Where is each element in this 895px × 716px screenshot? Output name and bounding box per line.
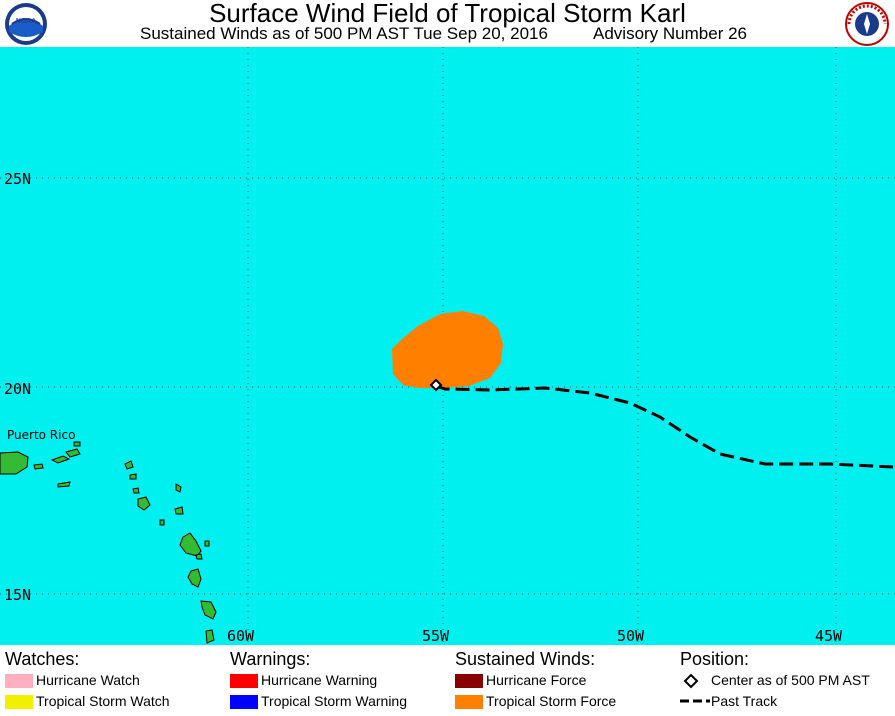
noaa-logo: NOAA [5, 3, 47, 45]
island [73, 441, 81, 447]
advisory-number: Advisory Number 26 [593, 24, 748, 43]
puerto-rico-landmass [0, 451, 29, 475]
tropical-storm-force-wind-field [392, 311, 503, 388]
graticule [0, 47, 895, 645]
dashed-line-icon [680, 699, 710, 703]
island [187, 568, 202, 588]
lat-label-15n: 15N [4, 586, 31, 604]
tropical-storm-watch-label: Tropical Storm Watch [36, 693, 170, 709]
svg-text:NOAA: NOAA [16, 17, 37, 25]
past-track [435, 384, 894, 469]
past-track-label: Past Track [711, 693, 778, 709]
puerto-rico-label: Puerto Rico [7, 428, 75, 442]
tropical-storm-watch-swatch [5, 695, 33, 709]
caribbean-islands [0, 441, 217, 644]
island [195, 553, 203, 560]
header: NOAA Surface Wind Field of Tropical Stor… [0, 0, 895, 47]
diamond-icon [683, 673, 699, 689]
tropical-storm-warning-swatch [230, 695, 258, 709]
lat-label-20n: 20N [4, 380, 31, 398]
island [65, 448, 81, 458]
legend-warnings-title: Warnings: [230, 649, 311, 669]
legend: Watches: Hurricane Watch Tropical Storm … [0, 645, 895, 716]
island [175, 483, 182, 493]
lon-label-60w: 60W [227, 627, 255, 645]
lat-label-25n: 25N [4, 170, 31, 188]
hurricane-force-swatch [455, 674, 483, 688]
island [50, 455, 71, 464]
island [179, 532, 202, 557]
island [205, 629, 215, 644]
island [137, 496, 151, 511]
island [132, 487, 140, 494]
legend-watches-title: Watches: [5, 649, 80, 669]
island [124, 460, 134, 470]
legend-position-title: Position: [680, 649, 750, 669]
lon-label-45w: 45W [815, 627, 843, 645]
tropical-storm-force-swatch [455, 695, 483, 709]
storm-center-diamond-icon [429, 378, 443, 392]
hurricane-force-label: Hurricane Force [486, 672, 587, 688]
island [174, 506, 184, 515]
hurricane-watch-label: Hurricane Watch [36, 672, 140, 688]
island [129, 473, 137, 480]
legend-winds-title: Sustained Winds: [455, 649, 596, 669]
tropical-storm-warning-label: Tropical Storm Warning [261, 693, 408, 709]
hurricane-warning-label: Hurricane Warning [261, 672, 378, 688]
hurricane-warning-swatch [230, 674, 258, 688]
island [200, 600, 217, 620]
map-area: 25N 20N 15N 60W 55W 50W 45W Puerto Rico [0, 47, 895, 645]
map-title: Surface Wind Field of Tropical Storm Kar… [209, 0, 686, 28]
island [57, 481, 71, 488]
map-subtitle: Sustained Winds as of 500 PM AST Tue Sep… [140, 24, 548, 43]
hurricane-watch-swatch [5, 674, 33, 688]
island [204, 540, 210, 547]
island [33, 463, 44, 470]
tropical-storm-force-label: Tropical Storm Force [486, 693, 617, 709]
island [159, 519, 165, 526]
lon-label-55w: 55W [422, 627, 450, 645]
center-position-label: Center as of 500 PM AST [711, 672, 870, 688]
lon-label-50w: 50W [617, 627, 645, 645]
nws-logo [845, 2, 889, 46]
